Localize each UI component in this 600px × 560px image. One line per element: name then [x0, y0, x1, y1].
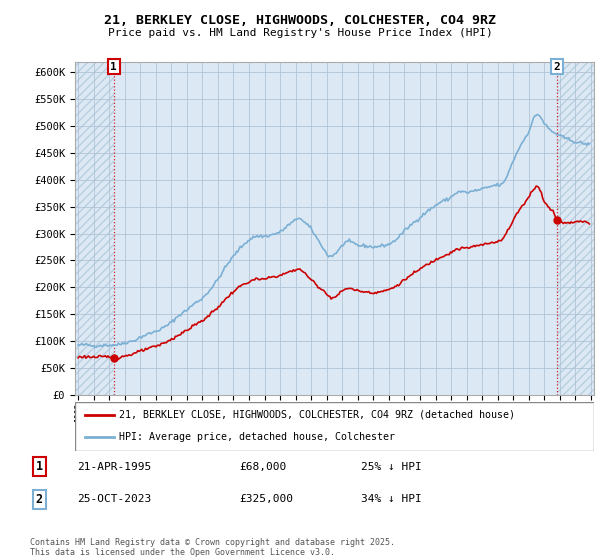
Text: £325,000: £325,000	[240, 494, 294, 505]
FancyBboxPatch shape	[75, 402, 594, 451]
Text: 34% ↓ HPI: 34% ↓ HPI	[361, 494, 422, 505]
Text: 21-APR-1995: 21-APR-1995	[77, 461, 151, 472]
Bar	[557, 62, 594, 395]
Text: 2: 2	[553, 62, 560, 72]
Text: £68,000: £68,000	[240, 461, 287, 472]
Text: 1: 1	[35, 460, 43, 473]
Text: HPI: Average price, detached house, Colchester: HPI: Average price, detached house, Colc…	[119, 432, 395, 442]
Text: Contains HM Land Registry data © Crown copyright and database right 2025.
This d: Contains HM Land Registry data © Crown c…	[30, 538, 395, 557]
Text: 21, BERKLEY CLOSE, HIGHWOODS, COLCHESTER, CO4 9RZ (detached house): 21, BERKLEY CLOSE, HIGHWOODS, COLCHESTER…	[119, 410, 515, 420]
Text: Price paid vs. HM Land Registry's House Price Index (HPI): Price paid vs. HM Land Registry's House …	[107, 28, 493, 38]
Text: 21, BERKLEY CLOSE, HIGHWOODS, COLCHESTER, CO4 9RZ: 21, BERKLEY CLOSE, HIGHWOODS, COLCHESTER…	[104, 14, 496, 27]
Text: 25% ↓ HPI: 25% ↓ HPI	[361, 461, 422, 472]
Bar	[75, 62, 114, 395]
Text: 1: 1	[110, 62, 117, 72]
Text: 2: 2	[35, 493, 43, 506]
Text: 25-OCT-2023: 25-OCT-2023	[77, 494, 151, 505]
